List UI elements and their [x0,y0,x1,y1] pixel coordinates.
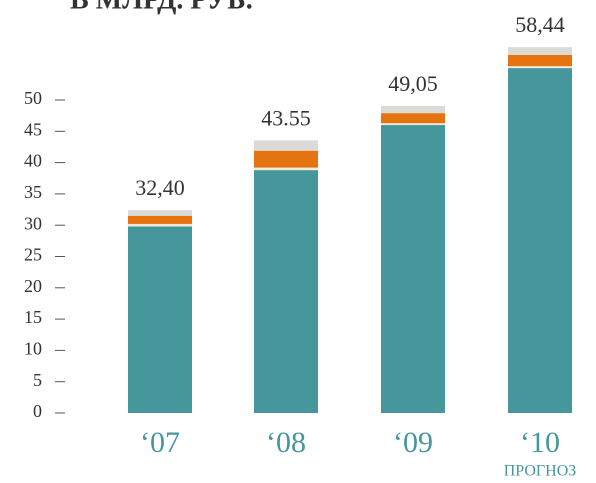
bar-segment [381,105,445,114]
bar-segment [254,140,318,151]
total-label: 32,40 [135,175,185,200]
bar-segment [254,150,318,168]
bar-segment [128,210,192,216]
total-label: 49,05 [388,71,438,96]
bar-segment [508,68,572,413]
annotation: ПРОГНОЗ [504,463,577,480]
x-tick-label: ‘08 [266,426,306,459]
y-tick-label: 45 [24,119,42,139]
bar-segment [128,226,192,413]
bar-segment [254,170,318,413]
bar-segment [508,54,572,67]
chart-title: В МЛРД. РУБ. [70,0,253,15]
x-tick-label: ‘09 [393,426,433,459]
y-tick-label: 20 [24,276,42,296]
x-tick-label: ‘07 [140,426,180,459]
total-label: 43.55 [261,105,311,130]
bar-segment [381,125,445,413]
y-tick-label: 0 [33,401,42,421]
x-tick-label: ‘10 [520,426,560,459]
bar-segment [508,66,572,69]
y-tick-label: 5 [33,370,42,390]
bar-segment [254,167,318,171]
y-tick-label: 30 [24,213,42,233]
bar-segment [381,113,445,124]
bar-segment [508,47,572,55]
y-tick-label: 25 [24,245,42,265]
bar-segment [128,215,192,224]
y-tick-label: 10 [24,339,42,359]
bar-segment [128,223,192,227]
y-tick-label: 40 [24,151,42,171]
y-tick-label: 50 [24,88,42,108]
y-tick-label: 15 [24,307,42,327]
total-label: 58,44 [515,12,565,37]
bar-segment [381,123,445,126]
y-tick-label: 35 [24,182,42,202]
